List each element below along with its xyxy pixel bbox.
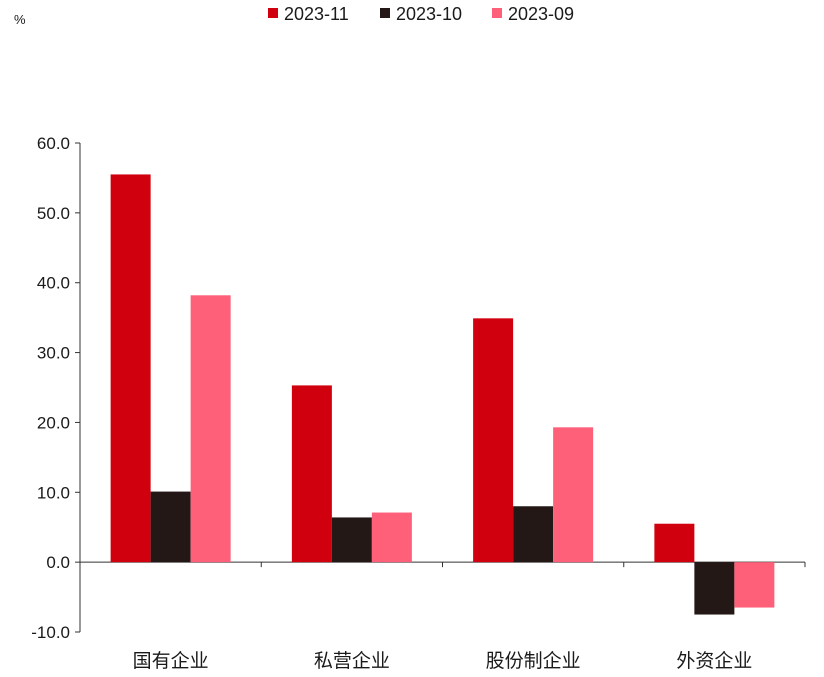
bar — [734, 562, 775, 608]
bar — [110, 174, 151, 563]
bar — [473, 318, 514, 563]
bar — [190, 295, 231, 563]
y-tick-label: 0.0 — [46, 553, 70, 572]
bar — [553, 427, 594, 563]
labels: 国有企业 私营企业 股份制企业 外资企业 — [133, 650, 753, 672]
bar — [694, 562, 735, 615]
bars — [110, 174, 775, 615]
y-tick-label: -10.0 — [31, 623, 70, 642]
bar — [654, 523, 695, 563]
x-category-label: 外资企业 — [676, 650, 752, 672]
x-category-label: 私营企业 — [314, 650, 390, 672]
y-tick-label: 20.0 — [37, 413, 70, 432]
bar — [291, 385, 332, 563]
bar — [331, 517, 372, 563]
legend-swatch — [268, 8, 278, 18]
x-category-label: 国有企业 — [133, 650, 209, 672]
y-tick-label: 10.0 — [37, 483, 70, 502]
legend-label: 2023-09 — [508, 4, 574, 24]
bar — [371, 512, 412, 563]
legend-label: 2023-10 — [396, 4, 462, 24]
y-tick-label: 60.0 — [37, 134, 70, 153]
legend-label: 2023-11 — [284, 4, 349, 24]
legend: 2023-11 2023-10 2023-09 — [268, 4, 574, 24]
x-category-label: 股份制企业 — [486, 650, 581, 672]
bar — [513, 506, 554, 563]
y-unit-label: % — [14, 12, 26, 27]
legend-swatch — [492, 8, 502, 18]
legend-swatch — [380, 8, 390, 18]
y-tick-label: 50.0 — [37, 204, 70, 223]
bar — [150, 491, 191, 563]
y-tick-label: 30.0 — [37, 344, 70, 363]
y-tick-label: 40.0 — [37, 274, 70, 293]
